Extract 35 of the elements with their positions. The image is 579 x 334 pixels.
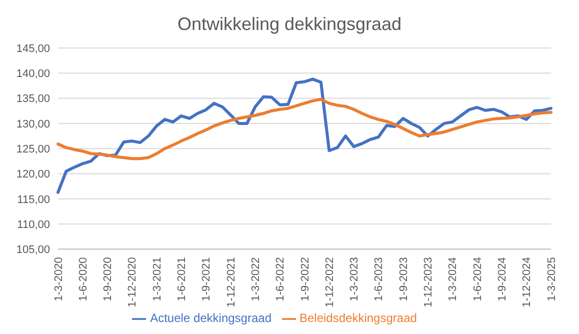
x-tick-label: 1-3-2025 [546, 257, 558, 302]
y-tick-label: 145,00 [16, 42, 50, 55]
y-tick-label: 120,00 [16, 168, 50, 181]
y-tick-label: 125,00 [16, 143, 50, 156]
x-tick-label: 1-6-2022 [274, 257, 287, 302]
x-tick-label: 1-12-2023 [422, 257, 435, 308]
chart-title: Ontwikkeling dekkingsgraad [176, 13, 403, 36]
x-tick-label: 1-9-2020 [102, 257, 114, 302]
x-tick-label: 1-9-2023 [398, 257, 410, 302]
y-tick-label: 105,00 [16, 244, 50, 256]
line-series [56, 98, 552, 160]
x-tick-label: 1-3-2024 [447, 257, 460, 302]
y-tick-label: 140,00 [16, 68, 50, 80]
x-tick-label: 1-3-2022 [250, 257, 262, 302]
y-tick-label: 115,00 [17, 194, 50, 206]
x-tick-label: 1-3-2021 [151, 257, 164, 302]
x-tick-label: 1-3-2023 [348, 257, 361, 302]
x-tick-label: 1-12-2024 [521, 257, 534, 308]
x-tick-label: 1-3-2020 [52, 257, 65, 302]
x-tick-label: 1-9-2022 [299, 257, 312, 302]
legend-label: Beleidsdekkingsgraad [300, 311, 417, 326]
x-tick-label: 1-6-2024 [472, 257, 484, 302]
x-tick-label: 1-12-2020 [126, 257, 139, 308]
y-tick-label: 110,00 [17, 218, 50, 231]
x-tick-label: 1-6-2020 [77, 257, 90, 302]
x-tick-label: 1-9-2021 [200, 257, 213, 302]
y-tick-label: 130,00 [16, 118, 50, 130]
x-tick-label: 1-6-2023 [373, 257, 386, 302]
x-tick-label: 1-6-2021 [176, 257, 188, 302]
x-tick-label: 1-9-2024 [496, 257, 509, 302]
legend-label: Actuele dekkingsgraad [150, 311, 272, 326]
line-series [56, 78, 552, 194]
x-tick-label: 1-12-2022 [324, 257, 336, 308]
y-tick-label: 135,00 [16, 93, 50, 106]
x-tick-label: 1-12-2021 [225, 257, 238, 308]
